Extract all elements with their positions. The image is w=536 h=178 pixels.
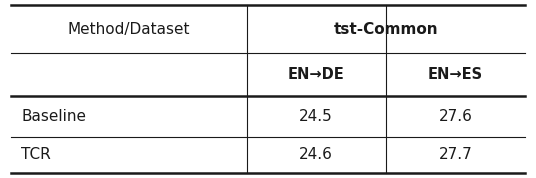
Text: 24.6: 24.6 <box>299 147 333 162</box>
Text: 24.5: 24.5 <box>300 109 333 124</box>
Text: 27.6: 27.6 <box>438 109 473 124</box>
Text: Baseline: Baseline <box>21 109 86 124</box>
Text: EN→ES: EN→ES <box>428 67 483 82</box>
Text: 27.7: 27.7 <box>439 147 472 162</box>
Text: EN→DE: EN→DE <box>288 67 345 82</box>
Text: Method/Dataset: Method/Dataset <box>68 22 190 37</box>
Text: tst-Common: tst-Common <box>333 22 438 37</box>
Text: TCR: TCR <box>21 147 51 162</box>
